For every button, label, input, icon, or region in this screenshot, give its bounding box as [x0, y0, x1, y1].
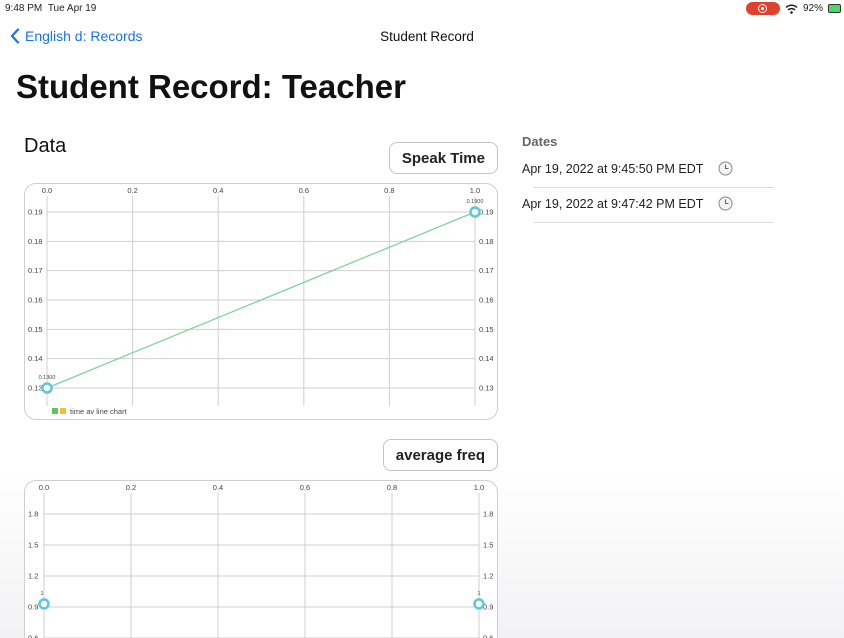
y-tick-label-right: 1.8 — [483, 510, 493, 519]
series-line — [46, 211, 476, 389]
data-point — [469, 206, 481, 218]
x-tick-label: 1.0 — [474, 483, 484, 492]
data-section-label: Data — [24, 135, 67, 157]
speak-time-button[interactable]: Speak Time — [388, 142, 498, 174]
clock-icon — [718, 196, 733, 211]
y-tick-label-right: 0.6 — [483, 634, 493, 638]
y-tick-label-right: 0.13 — [479, 384, 494, 393]
average-freq-chart: 0.0 0.2 0.4 0.6 0.8 1.0 1.8 1.8 1.5 1.5 1.2 1.2 0.9 0… — [28, 483, 493, 638]
y-tick-label-left: 1.8 — [28, 510, 38, 519]
status-clock: 9:48 PM — [5, 3, 43, 14]
data-label: 0.1900 — [467, 199, 484, 205]
y-tick-label-left: 0.19 — [28, 208, 43, 217]
y-tick-label-left: 0.16 — [28, 296, 43, 305]
speak-time-chart: 0.0 0.2 0.4 0.6 0.8 1.0 0.19 0.19 0.18 0.18 0.17 0.… — [28, 186, 494, 416]
back-button-label: English d: Records — [25, 28, 143, 44]
y-tick-label-right: 1.2 — [483, 572, 493, 581]
date-row-label: Apr 19, 2022 at 9:47:42 PM EDT — [522, 196, 704, 211]
y-tick-label-right: 0.14 — [479, 354, 494, 363]
y-tick-label-left: 1.2 — [28, 572, 38, 581]
x-tick-label: 0.2 — [126, 483, 136, 492]
data-label: 1 — [40, 591, 43, 597]
y-tick-label-left: 1.5 — [28, 541, 38, 550]
y-tick-label-right: 0.16 — [479, 296, 494, 305]
x-tick-label: 0.6 — [300, 483, 310, 492]
y-tick-label-right: 0.15 — [479, 325, 494, 334]
x-tick-label: 0.6 — [299, 186, 309, 195]
y-tick-label-right: 0.17 — [479, 266, 494, 275]
chevron-left-icon — [10, 28, 20, 44]
y-tick-label-left: 0.14 — [28, 354, 43, 363]
battery-percent: 92% — [802, 3, 823, 14]
data-label: 1 — [477, 591, 480, 597]
y-tick-label-left: 0.13 — [28, 384, 43, 393]
y-tick-label-right: 0.9 — [483, 603, 493, 612]
x-tick-label: 0.8 — [387, 483, 397, 492]
y-tick-label-left: 0.6 — [28, 634, 38, 638]
back-button[interactable]: English d: Records — [10, 28, 143, 44]
record-icon — [758, 4, 768, 13]
clock-icon — [718, 161, 733, 176]
x-tick-label: 0.0 — [39, 483, 49, 492]
y-tick-label-left: 0.17 — [28, 266, 43, 275]
average-freq-chart-card: 0.0 0.2 0.4 0.6 0.8 1.0 1.8 1.8 1.5 1.5 1.2 1.2 0.9 0… — [24, 480, 498, 638]
y-tick-label-right: 0.19 — [479, 208, 494, 217]
y-tick-label-right: 0.18 — [479, 237, 494, 246]
date-row[interactable]: Apr 19, 2022 at 9:47:42 PM EDT — [522, 186, 774, 221]
nav-title: Student Record — [380, 29, 474, 44]
data-point — [473, 598, 485, 610]
x-tick-label: 1.0 — [470, 186, 480, 195]
legend-swatch — [52, 408, 58, 414]
x-tick-label: 0.4 — [213, 186, 223, 195]
wifi-icon — [785, 4, 798, 14]
y-tick-label-left: 0.9 — [28, 603, 38, 612]
status-date: Tue Apr 19 — [47, 3, 97, 14]
x-tick-label: 0.8 — [384, 186, 394, 195]
screen-recording-indicator[interactable] — [745, 2, 780, 15]
average-freq-button[interactable]: average freq — [382, 439, 498, 471]
status-indicators: 92% — [745, 2, 841, 15]
date-row[interactable]: Apr 19, 2022 at 9:45:50 PM EDT — [522, 151, 774, 186]
date-separator — [534, 187, 774, 188]
dates-header: Dates — [522, 134, 558, 149]
legend-label: time av line chart — [70, 407, 128, 416]
x-tick-label: 0.0 — [42, 186, 52, 195]
battery-charging-icon — [828, 4, 841, 13]
y-tick-label-left: 0.15 — [28, 325, 43, 334]
x-tick-label: 0.4 — [213, 483, 223, 492]
y-tick-label-right: 1.5 — [483, 541, 493, 550]
y-tick-label-left: 0.18 — [28, 237, 43, 246]
page-title: Student Record: Teacher — [16, 68, 406, 105]
status-time: 9:48 PM Tue Apr 19 — [5, 3, 96, 14]
speak-time-chart-card: 0.0 0.2 0.4 0.6 0.8 1.0 0.19 0.19 0.18 0.18 0.17 0.… — [24, 183, 498, 420]
data-point — [38, 598, 50, 610]
legend-swatch — [60, 408, 66, 414]
data-point — [41, 382, 53, 394]
status-bar: 9:48 PM Tue Apr 19 92% — [0, 0, 844, 18]
date-separator — [534, 222, 774, 223]
x-tick-label: 0.2 — [127, 186, 137, 195]
data-label: 0.1300 — [39, 375, 56, 381]
date-row-label: Apr 19, 2022 at 9:45:50 PM EDT — [522, 161, 704, 176]
